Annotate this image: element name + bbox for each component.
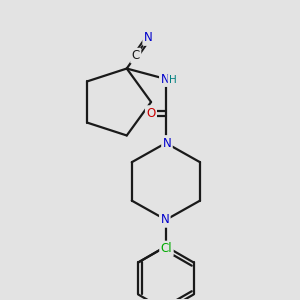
Text: Cl: Cl <box>161 242 172 255</box>
Text: N: N <box>160 73 169 85</box>
Text: N: N <box>144 32 152 44</box>
Text: C: C <box>132 49 140 62</box>
Text: H: H <box>169 75 177 85</box>
Text: O: O <box>146 107 156 120</box>
Text: N: N <box>160 213 169 226</box>
Text: N: N <box>163 136 171 149</box>
